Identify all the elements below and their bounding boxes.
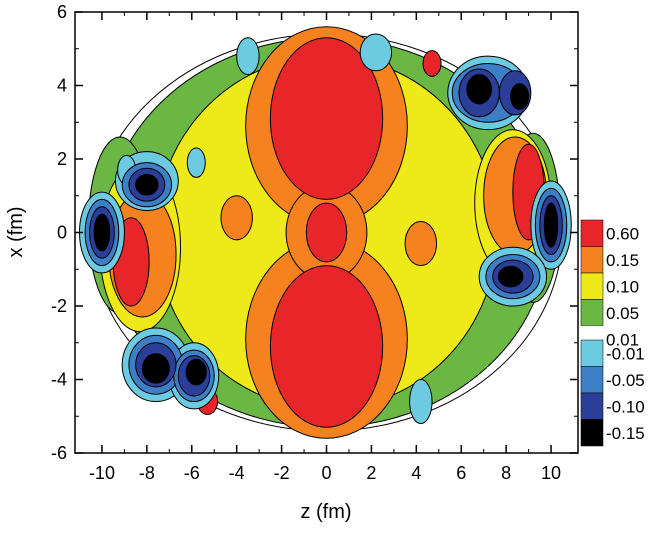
x-tick-label-6: 2 xyxy=(366,463,376,483)
contour-region-12 xyxy=(220,195,253,241)
contour-region-53 xyxy=(510,83,530,110)
y-tick-label-5: 4 xyxy=(57,76,67,96)
x-tick-label-0: -10 xyxy=(89,463,115,483)
contour-region-54 xyxy=(543,202,559,248)
contour-region-16 xyxy=(305,202,348,263)
contour-regions xyxy=(78,26,572,439)
legend-swatch-5 xyxy=(580,339,604,367)
axis-ticks: -10 -8 -6 -4 -2 0 2 4 6 8 10 -6 -4 -2 0 2 4 6 xyxy=(51,2,578,483)
x-tick-label-5: 0 xyxy=(321,463,331,483)
legend-label-4: 0.01 xyxy=(606,330,639,349)
legend-swatch-1 xyxy=(580,246,604,274)
legend-label-2: 0.10 xyxy=(606,277,639,296)
legend-swatch-7 xyxy=(580,392,604,420)
y-tick-label-3: 0 xyxy=(57,223,67,243)
legend-swatch-6 xyxy=(580,366,604,394)
x-tick-label-8: 6 xyxy=(456,463,466,483)
contour-region-15 xyxy=(269,265,384,428)
color-legend: 0.60 0.15 0.10 0.05 0.01-0.01 -0.05 -0.10 -0.15 xyxy=(580,219,645,447)
legend-label-3: 0.05 xyxy=(606,304,639,323)
y-tick-label-6: 6 xyxy=(57,2,67,22)
legend-label-5: -0.01 xyxy=(606,344,645,363)
contour-region-50 xyxy=(141,353,170,384)
contour-region-48 xyxy=(93,213,111,252)
contour-region-29 xyxy=(236,37,260,75)
x-axis-title: z (fm) xyxy=(300,501,351,523)
y-tick-label-2: -2 xyxy=(51,296,67,316)
legend-label-6: -0.05 xyxy=(606,371,645,390)
x-tick-label-2: -6 xyxy=(184,463,200,483)
x-tick-label-9: 8 xyxy=(501,463,511,483)
contour-region-20 xyxy=(422,50,442,77)
legend-swatch-3 xyxy=(580,299,604,327)
contour-region-30 xyxy=(409,379,433,425)
x-tick-label-1: -8 xyxy=(139,463,155,483)
legend-label-1: 0.15 xyxy=(606,251,639,270)
contour-region-49 xyxy=(135,173,159,196)
y-tick-label-0: -6 xyxy=(51,443,67,463)
contour-region-13 xyxy=(404,220,438,267)
contour-region-14 xyxy=(269,37,384,200)
legend-label-0: 0.60 xyxy=(606,224,639,243)
y-tick-label-1: -4 xyxy=(51,370,67,390)
y-axis-title: x (fm) xyxy=(5,206,27,257)
x-tick-label-4: -2 xyxy=(274,463,290,483)
x-tick-label-10: 10 xyxy=(541,463,561,483)
legend-label-7: -0.10 xyxy=(606,397,645,416)
legend-swatch-0 xyxy=(580,219,604,247)
contour-region-32 xyxy=(186,147,206,178)
contour-region-52 xyxy=(466,73,493,105)
contour-region-55 xyxy=(497,265,524,288)
legend-swatch-2 xyxy=(580,272,604,300)
contour-region-28 xyxy=(359,33,393,72)
y-tick-label-4: 2 xyxy=(57,149,67,169)
legend-swatch-8 xyxy=(580,419,604,447)
contour-region-51 xyxy=(185,358,207,386)
legend-label-8: -0.15 xyxy=(606,424,645,443)
x-tick-label-7: 4 xyxy=(411,463,421,483)
x-tick-label-3: -4 xyxy=(229,463,245,483)
